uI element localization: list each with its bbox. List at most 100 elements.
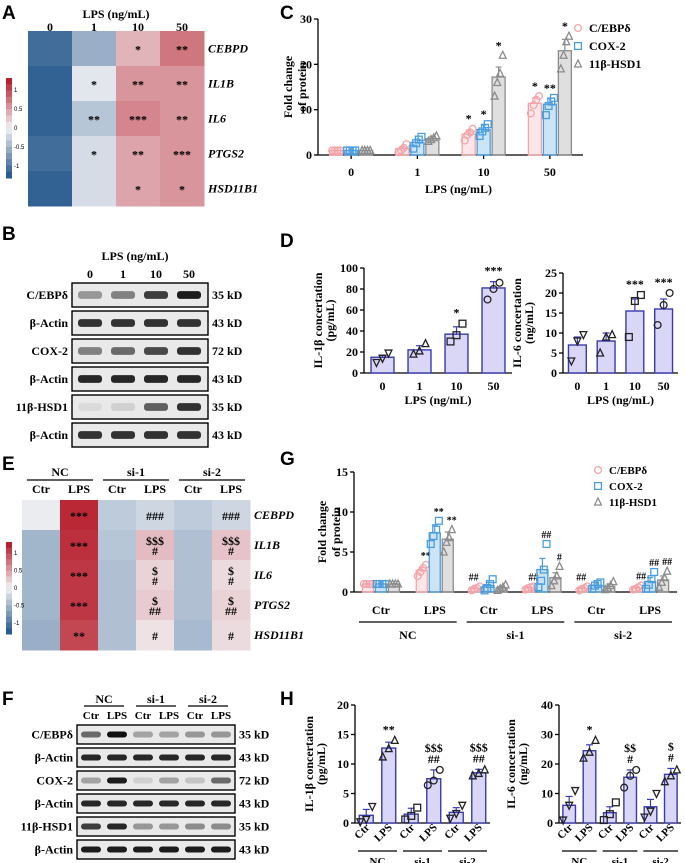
significance-mark: # [557, 552, 562, 563]
heatmap-cell [28, 66, 73, 102]
significance-mark: $$ [624, 741, 636, 755]
colorbar-step [6, 582, 12, 589]
significance-mark: # [668, 750, 674, 764]
heatmap-cell [98, 530, 137, 561]
data-point [561, 36, 571, 46]
data-point [640, 813, 649, 823]
heatmap-column-label: 1 [91, 20, 97, 34]
blot-band [81, 754, 101, 761]
data-point [601, 331, 611, 341]
blot-band [78, 347, 102, 355]
group-label: si-2 [203, 465, 221, 479]
group-label: si-2 [199, 692, 217, 706]
significance-mark: ** [421, 551, 431, 562]
colorbar-step [6, 96, 12, 104]
x-tick-label: 10 [629, 379, 641, 393]
heatmap-annotation: # [228, 629, 234, 643]
heatmap-annotation: $ [152, 564, 158, 578]
legend-marker [593, 481, 603, 491]
data-point [468, 770, 478, 780]
blot-band [107, 800, 127, 807]
significance-mark: * [587, 722, 593, 736]
blot-lane-label: Ctr [187, 710, 204, 722]
heatmap-annotation: ## [149, 604, 161, 618]
y-tick-label: 5 [342, 545, 348, 559]
data-point [480, 764, 490, 774]
significance-mark: *** [655, 275, 673, 289]
data-point [660, 776, 670, 786]
panel-label-b: B [2, 224, 16, 245]
y-axis-label: (pg/mL) [323, 299, 337, 341]
legend-label: 11β-HSD1 [589, 57, 641, 71]
y-tick-label: 30 [300, 12, 312, 26]
y-tick-label: 10 [300, 103, 312, 117]
data-point [603, 582, 613, 592]
x-tick-label: 50 [488, 379, 500, 393]
heatmap-cell [212, 500, 251, 531]
heatmap-cell [22, 560, 61, 591]
y-tick-label: 20 [300, 57, 312, 71]
panel-label-f: F [2, 689, 14, 710]
colorbar-step [6, 115, 12, 123]
heatmap-annotation: * [91, 78, 97, 92]
data-point [492, 76, 502, 87]
gene-label: HSD11B1 [207, 182, 258, 196]
x-tick-label: Ctr [372, 603, 391, 617]
data-point [442, 536, 451, 547]
blot-band [177, 375, 201, 383]
significance-mark: # [627, 752, 633, 766]
heatmap-cell [116, 31, 161, 67]
colorbar-step [6, 90, 12, 98]
data-point [579, 752, 588, 762]
panel-label-e: E [2, 454, 15, 475]
data-point [416, 567, 425, 577]
data-point [552, 570, 562, 580]
blot-frame [76, 747, 236, 768]
heatmap-annotation: $ [228, 594, 234, 608]
data-point [365, 144, 375, 155]
x-tick-label: 50 [658, 379, 670, 393]
y-tick-label: 25 [545, 266, 557, 280]
colorbar-step [6, 611, 12, 618]
group-label: NC [95, 692, 112, 706]
legend-marker [593, 465, 603, 475]
significance-mark: $ [668, 739, 674, 753]
data-point [578, 330, 588, 341]
heatmap-cell [212, 590, 251, 621]
data-point [599, 816, 608, 825]
blot-band [107, 754, 127, 761]
colorbar-step [6, 599, 12, 606]
data-point [415, 345, 424, 355]
colorbar-step [6, 593, 12, 600]
blot-band [177, 347, 201, 355]
blot-size-label: 72 kD [212, 344, 243, 358]
heatmap-cell [28, 136, 73, 172]
significance-mark: ## [636, 572, 646, 583]
blot-band [144, 431, 168, 439]
bar [567, 344, 587, 374]
blot-band [185, 731, 205, 738]
blot-band [185, 846, 205, 853]
significance-mark: ** [544, 81, 556, 95]
blot-band [78, 319, 102, 327]
heatmap-cell [160, 136, 205, 172]
significance-mark: $$$ [470, 740, 488, 754]
data-point [650, 567, 659, 577]
data-point [611, 798, 620, 807]
x-axis-label: LPS (ng/mL) [425, 182, 492, 196]
colorbar-step [6, 165, 12, 173]
data-point [660, 572, 669, 582]
heatmap-cell [60, 500, 99, 531]
data-point [409, 144, 418, 153]
blot-band [211, 731, 231, 738]
x-tick-label: LPS [573, 822, 596, 845]
heatmap-annotation: ## [225, 604, 237, 618]
blot-size-label: 35 kD [212, 400, 243, 414]
x-tick-label: 0 [380, 379, 386, 393]
data-point [361, 815, 371, 825]
data-point [451, 809, 461, 820]
blot-band [81, 846, 101, 853]
significance-mark: ## [576, 572, 586, 583]
panel-d-il1b-chart: 0 20 40 60 80 100 IL-1β concertation(pg/mL) 0 1 *… [311, 261, 512, 407]
